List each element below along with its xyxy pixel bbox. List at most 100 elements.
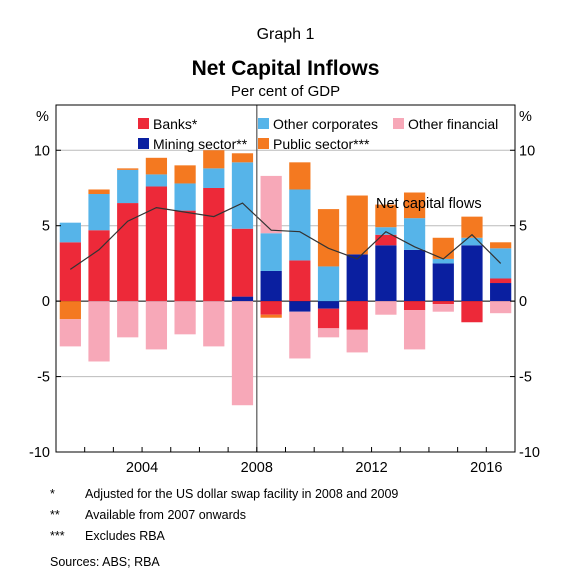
x-tick-label: 2008 — [241, 460, 273, 476]
bar-other-financial — [289, 311, 311, 359]
y-unit-left: % — [36, 109, 49, 125]
legend-label-other-financial: Other financial — [408, 116, 498, 132]
bar-other-financial — [231, 301, 254, 406]
bar-banks — [145, 186, 168, 302]
bar-other-financial — [403, 310, 426, 350]
bar-other-corporates — [59, 222, 81, 243]
y-tick-label-right: 10 — [519, 143, 535, 159]
bar-banks — [117, 203, 139, 302]
bar-other-corporates — [203, 168, 225, 188]
bar-public-sector — [59, 301, 81, 320]
bar-public-sector — [375, 204, 397, 228]
y-tick-label-right: -5 — [519, 370, 532, 386]
bar-other-financial — [375, 301, 397, 315]
legend-swatch-other-corporates — [258, 118, 269, 129]
legend-label-other-corporates: Other corporates — [273, 116, 378, 132]
bar-other-corporates — [432, 258, 454, 264]
bar-other-corporates — [117, 169, 139, 204]
chart-title: Net Capital Inflows — [191, 57, 380, 80]
bar-other-corporates — [231, 162, 254, 229]
footnote-symbol: ** — [50, 508, 60, 522]
footnote-text: Excludes RBA — [85, 529, 165, 543]
bar-mining-sector — [375, 245, 397, 302]
legend-swatch-banks — [138, 118, 149, 129]
y-tick-label-right: 0 — [519, 294, 527, 310]
bar-other-financial — [59, 319, 81, 347]
bar-banks — [317, 308, 340, 329]
bar-banks — [289, 260, 311, 302]
bar-other-financial — [117, 301, 139, 338]
legend-label-banks: Banks* — [153, 116, 198, 132]
bar-other-financial — [145, 301, 168, 350]
legend-label-mining-sector: Mining sector** — [153, 136, 248, 152]
bar-banks — [174, 210, 196, 302]
chart-subtitle: Per cent of GDP — [230, 83, 341, 100]
bar-banks — [260, 301, 282, 315]
x-tick-label: 2016 — [470, 460, 502, 476]
y-tick-label-left: 10 — [34, 143, 50, 159]
line-layer: Net capital flows — [69, 196, 502, 270]
bar-other-corporates — [375, 227, 397, 235]
bar-public-sector — [231, 153, 254, 163]
graph-label: Graph 1 — [256, 26, 315, 43]
bar-public-sector — [88, 189, 110, 195]
bar-public-sector — [317, 209, 340, 267]
bar-banks — [231, 228, 254, 297]
bar-other-financial — [346, 329, 368, 353]
bar-mining-sector — [403, 249, 426, 302]
bar-banks — [432, 301, 454, 305]
bar-banks — [375, 234, 397, 246]
legend-label-public-sector: Public sector*** — [273, 136, 370, 152]
series-line-net-capital-flows — [69, 202, 502, 270]
bar-banks — [346, 301, 368, 330]
footnote-symbol: * — [50, 487, 55, 501]
footnote-text: Adjusted for the US dollar swap facility… — [85, 487, 399, 501]
bar-banks — [403, 301, 426, 311]
bar-other-financial — [88, 301, 110, 362]
y-unit-right: % — [519, 109, 532, 125]
bar-public-sector — [117, 168, 139, 170]
bar-mining-sector — [260, 270, 282, 302]
bar-other-corporates — [174, 183, 196, 211]
bar-public-sector — [174, 165, 196, 184]
bar-other-corporates — [260, 233, 282, 271]
footnote-symbol: *** — [50, 529, 65, 543]
bar-other-financial — [174, 301, 196, 335]
x-tick-label: 2004 — [126, 460, 158, 476]
y-tick-label-left: 0 — [42, 294, 50, 310]
bar-other-corporates — [289, 189, 311, 261]
bar-public-sector — [203, 150, 225, 169]
bar-mining-sector — [461, 245, 483, 302]
bar-banks — [461, 301, 483, 323]
bar-other-financial — [490, 301, 512, 314]
bar-other-financial — [317, 328, 340, 338]
bar-banks — [59, 242, 81, 302]
legend-swatch-mining-sector — [138, 138, 149, 149]
legend: Banks* Other corporates Other financial Min… — [138, 116, 498, 152]
bar-other-financial — [432, 304, 454, 312]
bar-other-financial — [260, 175, 282, 234]
bar-other-corporates — [461, 237, 483, 246]
bar-mining-sector — [317, 301, 340, 309]
sources-note: Sources: ABS; RBA — [50, 555, 160, 569]
bar-other-corporates — [403, 218, 426, 250]
y-tick-label-left: -10 — [29, 445, 50, 461]
bar-banks — [88, 230, 110, 302]
bar-public-sector — [145, 157, 168, 175]
legend-swatch-public-sector — [258, 138, 269, 149]
bar-public-sector — [289, 162, 311, 190]
bar-mining-sector — [346, 254, 368, 302]
bar-public-sector — [490, 242, 512, 249]
bar-other-corporates — [145, 174, 168, 187]
bar-public-sector — [432, 237, 454, 259]
bar-other-financial — [203, 301, 225, 347]
bar-mining-sector — [231, 296, 254, 302]
y-tick-label-left: 5 — [42, 219, 50, 235]
line-label-net-capital-flows: Net capital flows — [376, 196, 482, 212]
x-tick-label: 2012 — [355, 460, 387, 476]
y-tick-label-left: -5 — [37, 370, 50, 386]
bar-banks — [490, 278, 512, 284]
footnote-text: Available from 2007 onwards — [85, 508, 246, 522]
bar-other-corporates — [88, 194, 110, 231]
